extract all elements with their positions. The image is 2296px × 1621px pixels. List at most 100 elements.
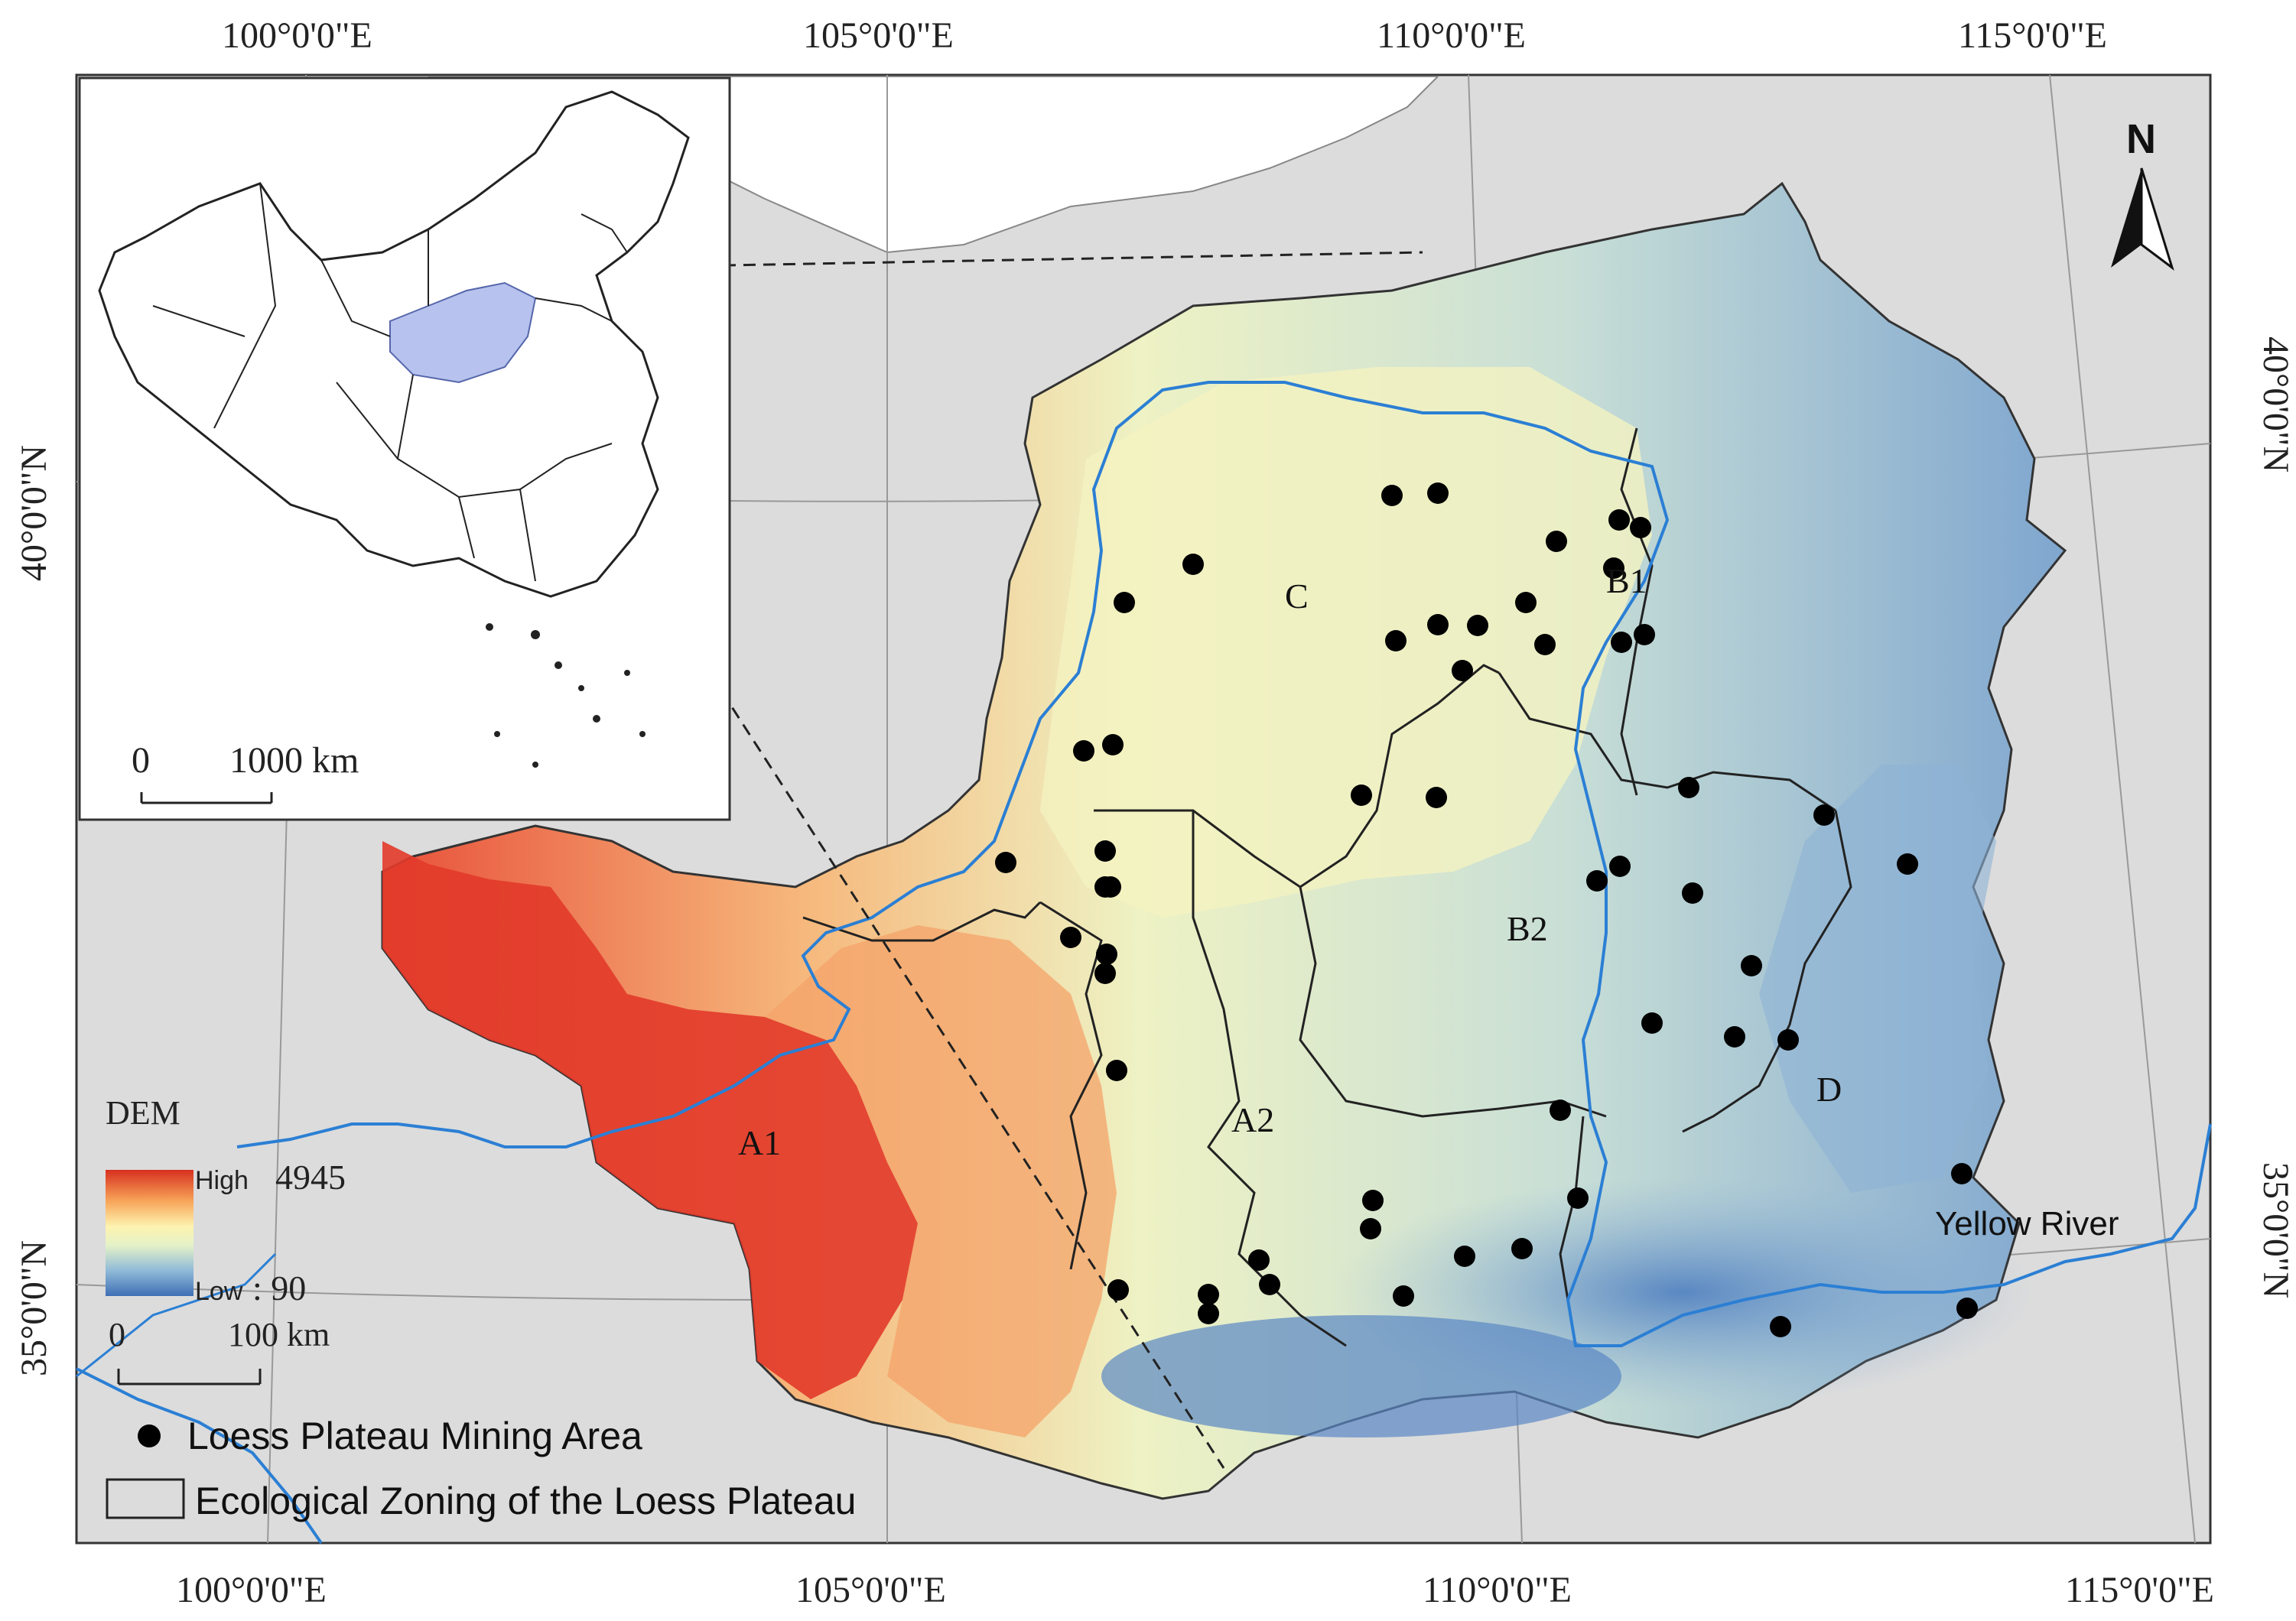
north-arrow-label: N — [2126, 116, 2156, 162]
mining-area-point — [1956, 1298, 1978, 1319]
mining-area-point — [1454, 1246, 1475, 1267]
mining-area-point — [1362, 1190, 1384, 1211]
mining-area-point — [1586, 870, 1608, 892]
mining-area-point — [1609, 856, 1631, 877]
mining-area-point — [1567, 1187, 1589, 1209]
mining-area-point — [1741, 955, 1762, 976]
mining-area-point — [1073, 740, 1094, 762]
main-scale-length: 100 km — [228, 1316, 330, 1353]
mining-area-point — [1248, 1249, 1270, 1271]
north-arrow: N — [2111, 116, 2174, 271]
coord-left-40n: 40°0'0"N — [14, 445, 54, 581]
zone-label-c: C — [1285, 577, 1309, 616]
mining-area-legend-symbol — [138, 1424, 161, 1447]
inset-highlight-loess — [389, 281, 537, 384]
zone-label-b2: B2 — [1507, 909, 1548, 948]
mining-area-point — [1094, 840, 1116, 862]
high-elevation-west — [382, 841, 918, 1399]
mining-area-point — [1534, 634, 1556, 655]
mining-area-point — [1102, 734, 1124, 755]
dem-low-label: Low — [195, 1277, 243, 1306]
dem-legend: DEM High 4945 Low : 90 — [106, 1094, 346, 1308]
river-tributary-southwest — [76, 1252, 277, 1378]
mining-area-point — [1351, 785, 1372, 806]
mining-area-point — [1630, 517, 1651, 538]
zone-label-d: D — [1816, 1070, 1842, 1109]
yellow-river-label: Yellow River — [1935, 1205, 2119, 1243]
yellow-river — [76, 381, 2212, 1545]
mining-area-point — [1393, 1285, 1414, 1307]
coord-top-100e: 100°0'0"E — [222, 15, 372, 56]
east-lowland — [1759, 765, 1996, 1193]
mining-area-point — [1724, 1026, 1745, 1048]
inset-islands — [486, 623, 646, 768]
main-scale-bar: 0 100 km — [109, 1316, 330, 1385]
dem-color-ramp — [106, 1170, 194, 1296]
coord-top-115e: 115°0'0"E — [1958, 15, 2107, 56]
coord-left-35n: 35°0'0"N — [14, 1240, 54, 1376]
mining-area-point — [1603, 557, 1624, 579]
mining-area-point — [1813, 804, 1835, 826]
coord-top-110e: 110°0'0"E — [1377, 15, 1526, 56]
mining-area-point — [1546, 531, 1567, 552]
coord-bottom-115e: 115°0'0"E — [2065, 1570, 2214, 1610]
coord-bottom-100e: 100°0'0"E — [176, 1570, 327, 1610]
mining-area-point — [1452, 660, 1473, 681]
mining-area-point — [1608, 509, 1630, 531]
mining-area-point — [1198, 1284, 1219, 1305]
mining-area-point — [1682, 882, 1703, 904]
mining-area-point — [1515, 592, 1537, 613]
mining-area-legend-label: Loess Plateau Mining Area — [187, 1415, 642, 1457]
dem-legend-title: DEM — [106, 1094, 180, 1132]
mining-area-points — [995, 482, 1978, 1337]
coord-bottom-110e: 110°0'0"E — [1423, 1570, 1572, 1610]
mining-area-point — [1060, 927, 1081, 948]
mining-area-point — [1611, 632, 1632, 653]
ecological-zone-boundaries — [802, 427, 1852, 1347]
mining-area-point — [1951, 1163, 1972, 1184]
coord-top-105e: 105°0'0"E — [803, 15, 954, 56]
mining-area-point — [1511, 1238, 1533, 1259]
coord-bottom-105e: 105°0'0"E — [795, 1570, 946, 1610]
mining-area-point — [1427, 614, 1449, 635]
mining-area-point — [1094, 963, 1116, 984]
mining-area-point — [1777, 1029, 1799, 1051]
coord-right-35n: 35°0'0"N — [2255, 1162, 2296, 1298]
inset-scale-zero: 0 — [132, 740, 150, 781]
mining-area-point — [1100, 876, 1121, 898]
inset-connector-lines — [580, 251, 1423, 1469]
mining-area-point — [1114, 592, 1135, 613]
mining-area-point — [1897, 853, 1918, 875]
mining-area-point — [1259, 1274, 1280, 1295]
zone-label-b1: B1 — [1606, 561, 1647, 600]
dem-low-value: : 90 — [252, 1269, 306, 1308]
mining-area-point — [1426, 787, 1447, 808]
mining-area-point — [1467, 615, 1488, 636]
coord-right-40n: 40°0'0"N — [2255, 336, 2296, 473]
zone-label-a2: A2 — [1231, 1100, 1274, 1139]
inset-scale-length: 1000 km — [229, 740, 359, 781]
mining-area-point — [1550, 1100, 1571, 1121]
mining-area-point — [995, 852, 1016, 873]
mining-area-point — [1182, 554, 1204, 575]
inset-map: 0 1000 km — [78, 76, 731, 821]
ecological-zoning-legend-symbol — [106, 1478, 185, 1519]
mining-area-point — [1106, 1060, 1127, 1081]
fenwei-basin — [1101, 1315, 1621, 1437]
mining-area-point — [1634, 624, 1655, 645]
mining-area-point — [1107, 1279, 1129, 1301]
inset-province-lines — [152, 183, 628, 582]
mining-area-point — [1641, 1012, 1663, 1034]
dem-high-value: 4945 — [275, 1158, 346, 1197]
mining-area-point — [1385, 630, 1407, 651]
mining-area-point — [1381, 485, 1403, 506]
map-legend: Loess Plateau Mining Area Ecological Zon… — [106, 1415, 856, 1522]
ecological-zoning-legend-label: Ecological Zoning of the Loess Plateau — [195, 1480, 856, 1522]
mining-area-point — [1770, 1316, 1791, 1337]
mining-area-point — [1360, 1218, 1381, 1239]
main-scale-zero: 0 — [109, 1316, 125, 1353]
mid-elevation-belt — [765, 925, 1117, 1437]
dem-high-label: High — [195, 1166, 249, 1195]
mining-area-point — [1678, 777, 1699, 798]
